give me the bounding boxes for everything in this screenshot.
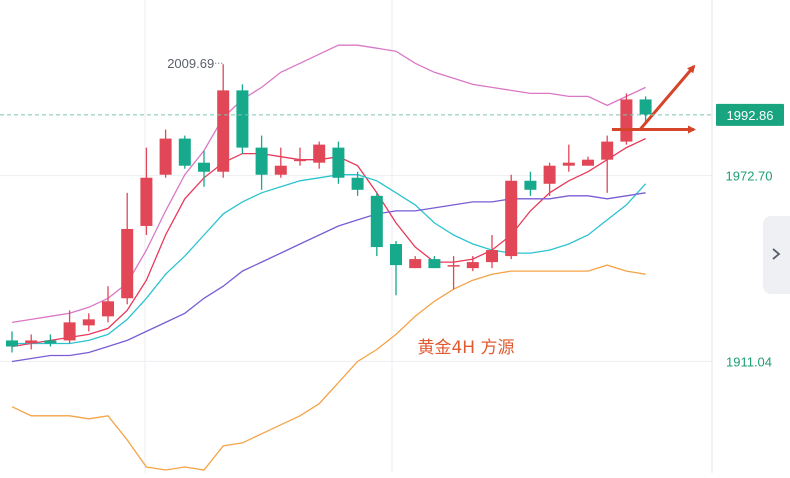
candle xyxy=(620,93,633,145)
indicator-line xyxy=(12,174,647,345)
candle xyxy=(370,192,383,257)
candle-body xyxy=(102,301,114,317)
candle xyxy=(524,171,537,196)
candle xyxy=(486,234,498,269)
candle-body xyxy=(351,177,364,190)
candle xyxy=(217,64,230,178)
candle-body xyxy=(313,144,326,163)
indicator-line xyxy=(11,44,646,324)
candle-body xyxy=(159,138,172,175)
indicator-lines xyxy=(11,44,647,471)
candle xyxy=(102,286,114,323)
candle xyxy=(6,331,18,353)
candle-body xyxy=(44,340,57,344)
candle-body xyxy=(198,162,210,172)
candle xyxy=(294,147,306,166)
candle xyxy=(82,313,95,332)
candle xyxy=(351,171,364,196)
chevron-right-icon xyxy=(772,248,781,260)
high-price-annotation: 2009.69 xyxy=(167,56,214,71)
y-tick-label: 1972.70 xyxy=(726,169,773,184)
candle xyxy=(505,174,518,260)
candle-body xyxy=(82,319,95,326)
candle xyxy=(390,241,402,296)
candle xyxy=(409,256,422,269)
candle xyxy=(601,135,614,193)
candle xyxy=(63,310,76,344)
candle xyxy=(332,141,345,184)
candle-body xyxy=(178,138,191,166)
candle xyxy=(198,150,210,187)
price-axis: 1992.86 1972.70 1911.04 xyxy=(0,103,784,369)
candle-body xyxy=(332,147,345,178)
candle-body xyxy=(428,259,441,269)
candle-body xyxy=(6,340,18,347)
candle xyxy=(25,334,38,350)
candle-body xyxy=(505,180,518,257)
candle xyxy=(140,147,153,235)
candle-body xyxy=(217,90,230,172)
candle-body xyxy=(447,265,460,267)
candle xyxy=(543,162,556,196)
side-panel-toggle-button[interactable] xyxy=(763,216,790,294)
candle xyxy=(236,84,249,154)
candle xyxy=(428,256,441,269)
live-marker xyxy=(639,106,652,117)
candle xyxy=(44,334,57,347)
candle-body xyxy=(601,141,614,160)
candle-body xyxy=(543,165,556,184)
candle-body xyxy=(370,195,383,248)
candle-body xyxy=(121,228,134,299)
candle-body xyxy=(255,147,268,175)
candle-body xyxy=(524,180,537,190)
candle xyxy=(466,256,479,272)
annotations: 2009.69 xyxy=(167,56,696,134)
forecast-up-arrow xyxy=(638,64,696,131)
candle-body xyxy=(390,244,402,266)
candle-body xyxy=(25,340,38,344)
candle-body xyxy=(466,262,479,269)
candle xyxy=(447,256,460,290)
indicator-line xyxy=(11,138,646,348)
y-tick-label: 1911.04 xyxy=(726,354,772,369)
candle xyxy=(582,156,594,166)
indicator-line xyxy=(11,192,646,363)
candle-body xyxy=(409,259,422,269)
watermark-text: 黄金4H 方源 xyxy=(417,338,514,358)
candle-body xyxy=(582,159,594,166)
candle-body xyxy=(562,162,575,166)
candle xyxy=(313,141,326,169)
grid-lines xyxy=(0,0,713,473)
candle xyxy=(121,192,134,305)
candle-body xyxy=(274,165,287,175)
indicator-line xyxy=(11,264,646,471)
candles xyxy=(6,64,652,353)
candle-body xyxy=(620,99,633,142)
candle xyxy=(255,135,268,190)
candle-body xyxy=(236,90,249,148)
candle xyxy=(159,129,172,178)
candle xyxy=(178,135,191,169)
candle xyxy=(274,147,287,178)
candle xyxy=(562,144,575,172)
candle-body xyxy=(294,159,306,162)
current-price-label: 1992.86 xyxy=(727,108,774,123)
candle-body xyxy=(486,250,498,263)
candle-body xyxy=(63,322,76,341)
current-price-tag xyxy=(716,103,784,126)
candle-body xyxy=(140,177,153,226)
